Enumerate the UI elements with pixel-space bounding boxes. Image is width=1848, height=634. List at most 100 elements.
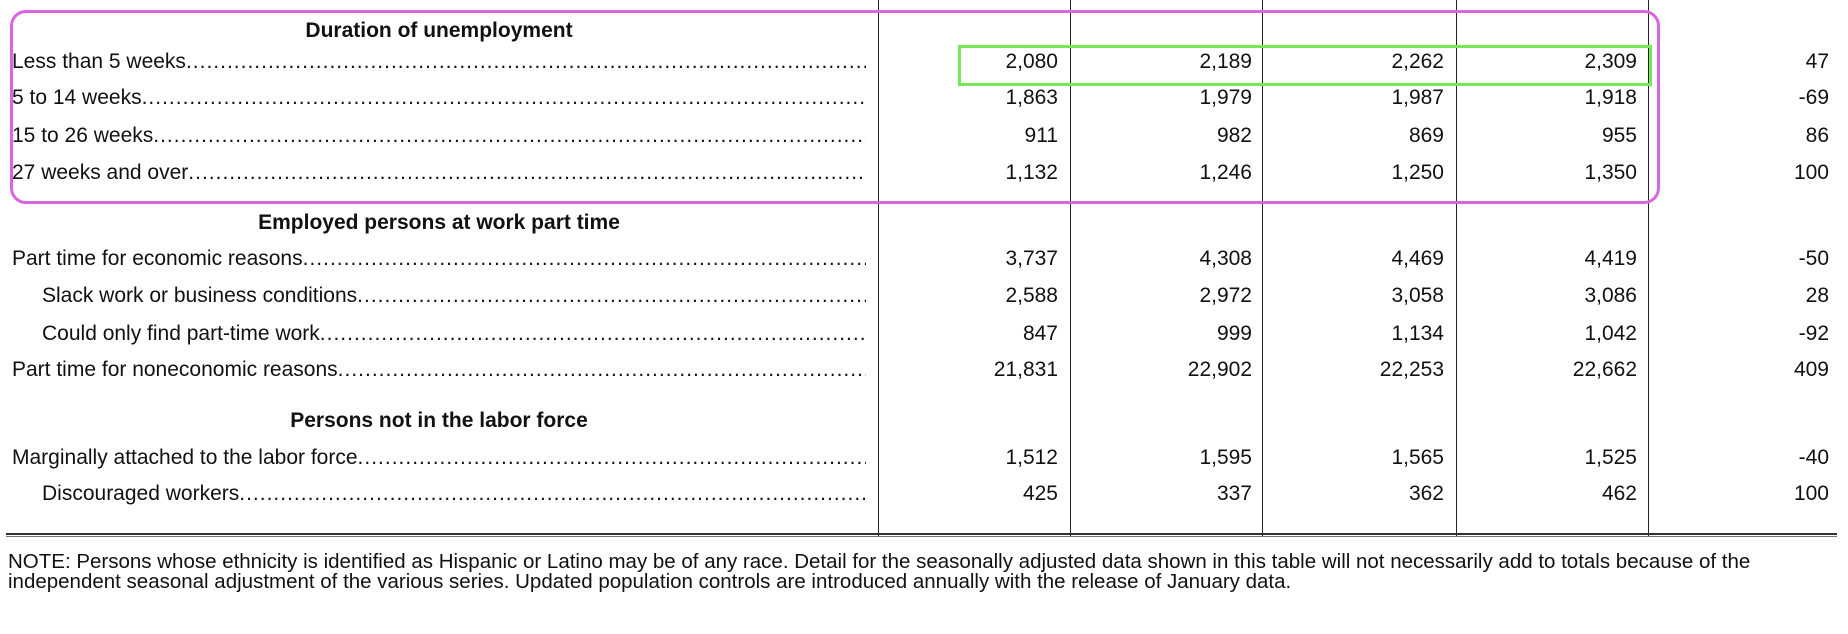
row-label-text: Part time for economic reasons [12,247,303,270]
cell-value: 409 [1793,358,1829,381]
leader-dots: ........................................… [337,358,866,381]
row-label-text: Could only find part-time work [42,322,320,345]
row-label: 5 to 14 weeks...........................… [12,80,866,116]
table-bottom-rule [6,533,1837,537]
leader-dots: ........................................… [319,322,866,345]
cell-value: 2,588 [1005,284,1058,307]
section-heading: Employed persons at work part time [258,211,620,234]
leader-dots: ........................................… [141,86,866,109]
row-label: Could only find part-time work..........… [42,316,866,352]
table-row: Part time for noneconomic reasons.......… [0,352,1848,388]
cell-value: 47 [1805,50,1829,73]
cell-value: 3,058 [1391,284,1444,307]
table-row: Slack work or business conditions.......… [0,278,1848,314]
cell-value: 1,863 [1005,86,1058,109]
cell-value: 4,419 [1584,247,1637,270]
cell-value: 1,565 [1391,446,1444,469]
table-row: Could only find part-time work..........… [0,316,1848,352]
cell-value: 982 [1216,124,1252,147]
cell-value: 3,737 [1005,247,1058,270]
cell-value: -40 [1798,446,1829,469]
row-label: 27 weeks and over.......................… [12,155,866,191]
column-divider [1456,0,1457,537]
row-label: Part time for economic reasons..........… [12,241,866,277]
table-row: 5 to 14 weeks...........................… [0,80,1848,116]
cell-value: 100 [1793,482,1829,505]
row-label-text: Discouraged workers [42,482,240,505]
cell-value: 4,308 [1199,247,1252,270]
cell-value: 2,189 [1199,50,1252,73]
cell-value: 847 [1022,322,1058,345]
table-note: NOTE: Persons whose ethnicity is identif… [8,550,1751,593]
row-label-text: 27 weeks and over [12,161,189,184]
row-label: Discouraged workers.....................… [42,476,866,512]
cell-value: 22,662 [1572,358,1637,381]
cell-value: -69 [1798,86,1829,109]
cell-value: 1,525 [1584,446,1637,469]
cell-value: 362 [1408,482,1444,505]
cell-value: 1,979 [1199,86,1252,109]
cell-value: 1,132 [1005,161,1058,184]
cell-value: 86 [1805,124,1829,147]
leader-dots: ........................................… [357,284,866,307]
cell-value: -92 [1798,322,1829,345]
cell-value: 1,250 [1391,161,1444,184]
row-label: Marginally attached to the labor force..… [12,440,866,476]
row-label-text: 15 to 26 weeks [12,124,154,147]
cell-value: 1,246 [1199,161,1252,184]
cell-value: 2,972 [1199,284,1252,307]
leader-dots: ........................................… [239,482,866,505]
cell-value: 337 [1216,482,1252,505]
leader-dots: ........................................… [302,247,866,270]
column-divider [878,0,879,537]
row-label: Slack work or business conditions.......… [42,278,866,314]
row-label-text: 5 to 14 weeks [12,86,142,109]
row-label: Less than 5 weeks.......................… [12,44,866,80]
cell-value: 869 [1408,124,1444,147]
table-row: Discouraged workers.....................… [0,476,1848,512]
section-heading: Persons not in the labor force [290,409,588,432]
cell-value: 3,086 [1584,284,1637,307]
row-label: 15 to 26 weeks..........................… [12,118,866,154]
table-row: Part time for economic reasons..........… [0,241,1848,277]
table-row: 27 weeks and over.......................… [0,155,1848,191]
row-label-text: Slack work or business conditions [42,284,358,307]
cell-value: 21,831 [993,358,1058,381]
cell-value: 911 [1024,124,1058,147]
cell-value: 2,309 [1584,50,1637,73]
cell-value: 2,080 [1005,50,1058,73]
column-divider [1648,0,1649,537]
row-label: Part time for noneconomic reasons.......… [12,352,866,388]
cell-value: 462 [1601,482,1637,505]
table-row: Marginally attached to the labor force..… [0,440,1848,476]
cell-value: 4,469 [1391,247,1444,270]
cell-value: 22,902 [1187,358,1252,381]
cell-value: 1,987 [1391,86,1444,109]
section-heading: Duration of unemployment [305,19,573,42]
row-label-text: Less than 5 weeks [12,50,186,73]
cell-value: 1,042 [1584,322,1637,345]
table-row: Less than 5 weeks.......................… [0,44,1848,80]
cell-value: 22,253 [1379,358,1444,381]
leader-dots: ........................................… [188,161,866,184]
row-label-text: Part time for noneconomic reasons [12,358,338,381]
cell-value: 100 [1793,161,1829,184]
leader-dots: ........................................… [153,124,866,147]
cell-value: 1,512 [1005,446,1058,469]
cell-value: 1,134 [1391,322,1444,345]
cell-value: 1,595 [1199,446,1252,469]
cell-value: 1,350 [1584,161,1637,184]
duration-section-highlight [10,10,1660,204]
table-row: 15 to 26 weeks..........................… [0,118,1848,154]
cell-value: 999 [1216,322,1252,345]
leader-dots: ........................................… [185,50,866,73]
leader-dots: ........................................… [357,446,866,469]
cell-value: -50 [1798,247,1829,270]
column-divider [1070,0,1071,537]
column-divider [1262,0,1263,537]
less-than-5-weeks-row-highlight [958,45,1652,86]
cell-value: 1,918 [1584,86,1637,109]
cell-value: 28 [1805,284,1829,307]
cell-value: 955 [1601,124,1637,147]
row-label-text: Marginally attached to the labor force [12,446,358,469]
